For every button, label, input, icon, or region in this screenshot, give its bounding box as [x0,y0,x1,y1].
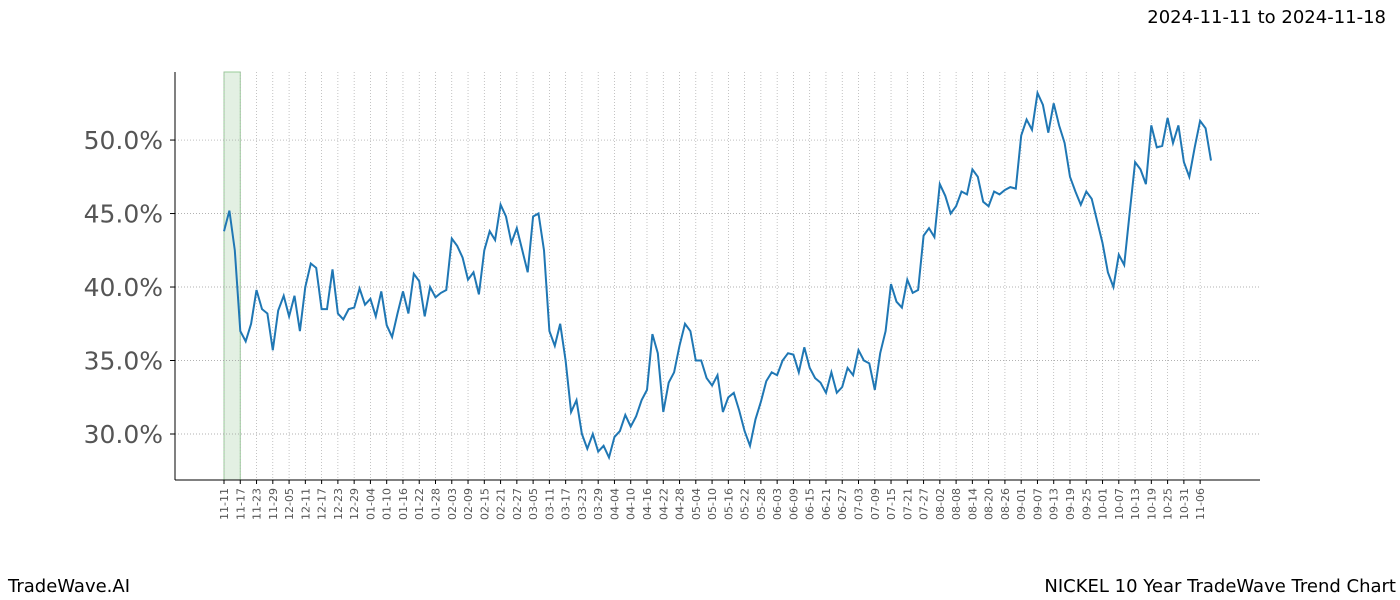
x-tick-label: 12-29 [348,488,361,520]
y-tick-label: 30.0% [84,420,163,449]
x-tick-label: 09-07 [1031,488,1044,520]
x-tick-label: 10-13 [1129,488,1142,520]
x-tick-label: 06-09 [787,488,800,520]
highlight-band [223,71,241,481]
x-tick-label: 10-25 [1162,488,1175,520]
x-tick-label: 08-20 [983,488,996,520]
x-tick-label: 08-14 [966,488,979,520]
x-tick-label: 12-23 [332,488,345,520]
x-tick-label: 04-22 [657,488,670,520]
x-tick-label: 07-03 [852,488,865,520]
x-tick-label: 01-10 [381,488,394,520]
x-tick-label: 11-29 [267,488,280,520]
x-tick-label: 07-15 [885,488,898,520]
x-tick-label: 06-27 [836,488,849,520]
x-tick-label: 08-08 [950,488,963,520]
x-tick-label: 07-21 [901,488,914,520]
x-tick-label: 01-04 [364,488,377,520]
x-tick-label: 11-23 [251,488,264,520]
x-tick-label: 05-10 [706,488,719,520]
x-tick-label: 02-09 [462,488,475,520]
brand: TradeWave.AI [7,576,130,597]
x-tick-label: 01-22 [413,488,426,520]
chart-name: NICKEL 10 Year TradeWave Trend Chart [1044,576,1396,597]
x-tick-label: 02-15 [478,488,491,520]
x-tick-label: 07-27 [918,488,931,520]
x-tick-label: 05-28 [755,488,768,520]
x-tick-label: 12-11 [299,488,312,520]
x-tick-label: 05-22 [739,488,752,520]
x-tick-label: 10-07 [1113,488,1126,520]
x-tick-label: 11-11 [218,488,231,520]
x-tick-label: 09-19 [1064,488,1077,520]
x-tick-label: 09-13 [1048,488,1061,520]
x-tick-label: 09-01 [1015,488,1028,520]
y-tick-label: 40.0% [84,273,163,302]
trend-line [223,89,1212,461]
x-tick-label: 06-03 [771,488,784,520]
x-tick-label: 11-06 [1194,488,1207,520]
y-tick-label: 50.0% [84,126,163,155]
x-tick-label: 08-26 [999,488,1012,520]
x-tick-label: 03-11 [543,488,556,520]
x-tick-label: 04-04 [608,488,621,520]
x-tick-label: 02-21 [495,488,508,520]
y-tick-label: 45.0% [84,200,163,229]
x-tick-label: 04-10 [625,488,638,520]
x-tick-label: 05-04 [690,488,703,520]
x-tick-label: 03-17 [560,488,573,520]
x-tick-label: 09-25 [1080,488,1093,520]
x-tick-label: 10-01 [1097,488,1110,520]
x-tick-label: 06-15 [804,488,817,520]
date-range: 2024-11-11 to 2024-11-18 [1147,7,1386,28]
x-tick-label: 06-21 [820,488,833,520]
x-tick-label: 05-16 [722,488,735,520]
x-tick-label: 01-16 [397,488,410,520]
x-tick-label: 07-09 [869,488,882,520]
x-tick-label: 11-17 [234,488,247,520]
x-tick-label: 12-05 [283,488,296,520]
x-tick-label: 02-27 [511,488,524,520]
x-tick-label: 01-28 [429,488,442,520]
x-tick-label: 03-23 [576,488,589,520]
x-tick-label: 10-31 [1178,488,1191,520]
x-tick-label: 04-16 [641,488,654,520]
x-tick-label: 03-29 [592,488,605,520]
x-tick-label: 04-28 [674,488,687,520]
x-tick-label: 08-02 [934,488,947,520]
x-tick-label: 02-03 [446,488,459,520]
x-tick-label: 10-19 [1145,488,1158,520]
x-tick-label: 12-17 [316,488,329,520]
y-tick-label: 35.0% [84,347,163,376]
x-tick-label: 03-05 [527,488,540,520]
